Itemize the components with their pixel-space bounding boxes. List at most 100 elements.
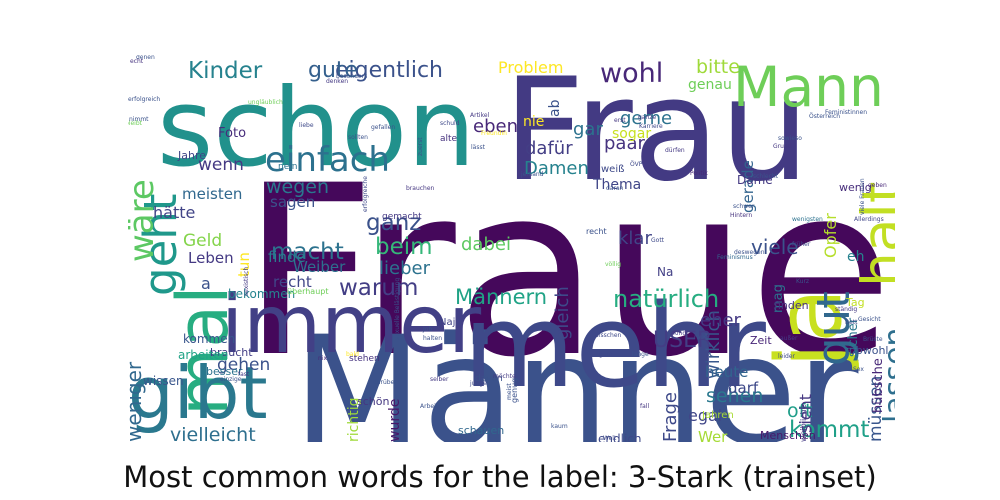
word-146: jemand xyxy=(521,171,544,178)
word-157: Kind xyxy=(673,330,687,337)
word-20: bitte xyxy=(696,56,740,78)
word-169: ganze xyxy=(638,114,657,121)
word-183: a xyxy=(201,274,211,293)
word-98: endlich xyxy=(598,432,642,442)
word-159: bisschen xyxy=(595,332,622,339)
word-134: Kurz xyxy=(796,278,810,285)
word-cloud: FrauenMännerFrauschonmehrimmerjamalgibtM… xyxy=(128,55,895,442)
word-99: besser xyxy=(206,365,243,378)
word-115: Feminismus xyxy=(717,254,753,261)
word-90: Tag xyxy=(846,296,865,309)
word-174: nimmt xyxy=(129,116,149,123)
word-104: nein xyxy=(278,162,298,172)
word-15: Kinder xyxy=(188,58,263,84)
word-124: deswegen xyxy=(734,249,765,256)
word-149: Gott xyxy=(651,237,665,244)
word-89: hübsche xyxy=(871,357,886,413)
word-32: vielleicht xyxy=(170,424,256,443)
word-123: Politik xyxy=(690,170,708,177)
word-166: denen xyxy=(136,55,155,61)
word-154: fast xyxy=(238,371,250,378)
word-148: dürfen xyxy=(665,147,685,154)
word-49: eher xyxy=(700,310,741,331)
word-126: gefallen xyxy=(371,124,396,131)
word-80: braucht xyxy=(210,346,253,359)
word-177: sexistisch xyxy=(243,266,250,296)
word-88: obwohl xyxy=(849,344,889,357)
word-122: Karriere xyxy=(639,123,663,130)
word-36: Geld xyxy=(183,231,223,251)
word-30: weniger xyxy=(128,361,146,442)
word-79: kommen xyxy=(183,332,236,346)
word-162: kaum xyxy=(551,423,568,430)
word-171: schuld xyxy=(440,120,460,127)
word-100: wissen xyxy=(143,374,184,388)
word-132: geben xyxy=(868,182,887,189)
word-156: lange xyxy=(632,351,649,358)
word-87: Zeit xyxy=(750,334,772,347)
word-19: wohl xyxy=(600,58,664,89)
word-120: Artikel xyxy=(470,112,490,119)
word-5: mehr xyxy=(463,280,766,414)
word-179: erst xyxy=(614,117,626,124)
word-56: meisten xyxy=(182,185,243,203)
word-182: wenn xyxy=(198,155,244,175)
word-40: Damen xyxy=(524,158,589,179)
word-17: eigentlich xyxy=(335,58,443,83)
word-137: Bett xyxy=(845,319,858,326)
word-172: darüber xyxy=(373,379,397,386)
word-31: USER xyxy=(653,328,713,353)
word-133: früher xyxy=(792,241,811,248)
word-170: schwer xyxy=(733,203,755,210)
word-181: lässt xyxy=(471,144,485,151)
word-105: gemacht xyxy=(382,212,422,222)
word-167: ÖVP xyxy=(630,161,643,168)
word-139: ständig xyxy=(835,306,858,313)
word-160: meist xyxy=(506,383,513,400)
word-81: arbeiten xyxy=(178,348,229,362)
word-22: ganz xyxy=(366,210,422,236)
word-45: Frage xyxy=(660,392,681,442)
word-53: recht xyxy=(273,273,312,291)
word-127: denken xyxy=(326,78,349,85)
word-129: sollten xyxy=(348,134,368,141)
word-151: halten xyxy=(423,335,442,342)
word-83: wurde xyxy=(387,398,403,442)
word-97: Jahren xyxy=(702,410,734,421)
word-70: Na xyxy=(657,265,674,279)
word-101: Jahre xyxy=(178,149,207,162)
word-119: brauchen xyxy=(406,185,435,192)
word-143: Arbeit xyxy=(420,403,439,410)
word-109: weibliche xyxy=(799,404,808,442)
word-26: warum xyxy=(339,275,419,301)
word-164: nix xyxy=(318,355,328,362)
word-128: liebe xyxy=(299,122,314,129)
word-34: viele xyxy=(751,235,799,259)
word-136: Gesicht xyxy=(858,316,881,323)
word-142: fall xyxy=(640,403,650,410)
word-147: daran xyxy=(606,185,624,192)
word-63: genau xyxy=(688,77,732,93)
word-78: bekommen xyxy=(228,287,296,301)
word-66: Thema xyxy=(593,177,642,193)
word-6: immer xyxy=(221,278,482,371)
word-135: außer xyxy=(780,335,798,342)
word-103: alte xyxy=(440,134,458,144)
word-117: Hintern xyxy=(730,212,753,219)
word-153: einzige xyxy=(220,376,242,383)
word-138: Brüste xyxy=(863,336,883,343)
word-35: wegen xyxy=(266,176,330,198)
word-39: gleich xyxy=(552,285,573,340)
word-178: viele Frauen xyxy=(859,178,866,216)
word-150: Job xyxy=(423,326,433,333)
word-3: Frau xyxy=(503,55,810,213)
word-21: Problem xyxy=(498,58,564,77)
word-91: finden xyxy=(774,299,809,312)
word-113: Österreich xyxy=(809,113,841,120)
word-118: wenigsten xyxy=(792,216,823,223)
word-95: stehen xyxy=(349,354,380,364)
word-165: bald xyxy=(346,351,359,358)
word-47: oft xyxy=(787,400,813,422)
figure-caption: Most common words for the label: 3-Stark… xyxy=(123,460,877,494)
word-180: Freundin xyxy=(481,130,507,137)
